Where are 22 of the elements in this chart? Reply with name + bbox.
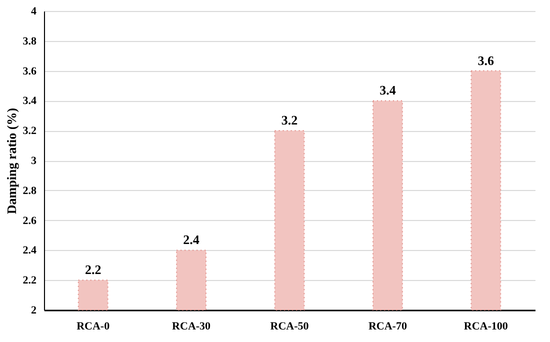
y-tick-label: 2.2 — [22, 274, 37, 287]
data-label: 3.6 — [478, 52, 495, 68]
x-tick-label: RCA-30 — [172, 320, 212, 332]
data-label: 2.2 — [84, 262, 102, 278]
y-tick-label: 2.6 — [22, 214, 37, 227]
data-label: 2.4 — [183, 232, 200, 248]
y-tick-label: 3 — [31, 155, 37, 167]
x-tick-label: RCA-100 — [464, 320, 508, 332]
y-tick-label: 4 — [31, 6, 37, 18]
x-tick-label: RCA-70 — [368, 320, 408, 332]
y-tick-label: 2.4 — [22, 244, 37, 257]
y-axis-title: Damping ratio (%) — [4, 108, 19, 214]
y-tick-label: 3.6 — [22, 65, 37, 78]
data-label: 3.2 — [281, 112, 298, 128]
y-tick-label: 3.8 — [22, 35, 37, 48]
y-tick-label: 3.2 — [22, 125, 37, 138]
x-tick-label: RCA-50 — [270, 320, 310, 332]
y-tick-label: 3.4 — [22, 95, 37, 108]
data-label: 3.4 — [380, 82, 396, 98]
y-tick-label: 2.8 — [22, 184, 37, 197]
x-tick-label: RCA-0 — [76, 320, 110, 332]
y-tick-label: 2 — [31, 304, 37, 316]
